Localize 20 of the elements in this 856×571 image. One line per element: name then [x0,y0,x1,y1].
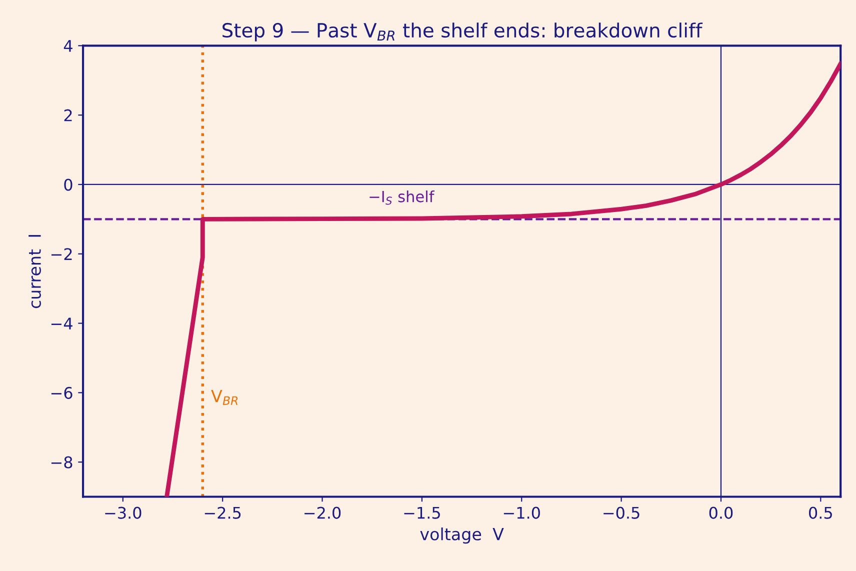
y-axis-title: current I [28,235,41,308]
y-tick-label: −8 [51,456,72,468]
x-tick-label: −1.5 [404,506,440,519]
y-tick-label: −4 [51,318,72,330]
x-tick-label: −2.0 [304,506,341,519]
x-tick-label: −2.5 [204,506,241,519]
x-tick-label: 0.0 [709,506,733,519]
x-tick-label: −0.5 [604,506,640,519]
y-tick-label: 4 [64,40,72,52]
y-tick-label: −6 [51,386,72,399]
x-tick-label: −3.0 [105,506,142,519]
y-tick-label: 0 [64,178,72,191]
x-tick-label: 0.5 [809,506,832,519]
y-tick-label: 2 [64,109,72,122]
ref-line-label: V$_{BR}$ [211,390,238,405]
chart-title: Step 9 — Past V$_{BR}$ the shelf ends: breakdown cliff [222,22,703,42]
x-tick-label: −1.0 [504,506,540,519]
y-tick-label: −2 [51,248,72,260]
ref-line-label: −I$_{S}$ shelf [370,190,435,205]
x-axis-title: voltage V [420,528,504,544]
